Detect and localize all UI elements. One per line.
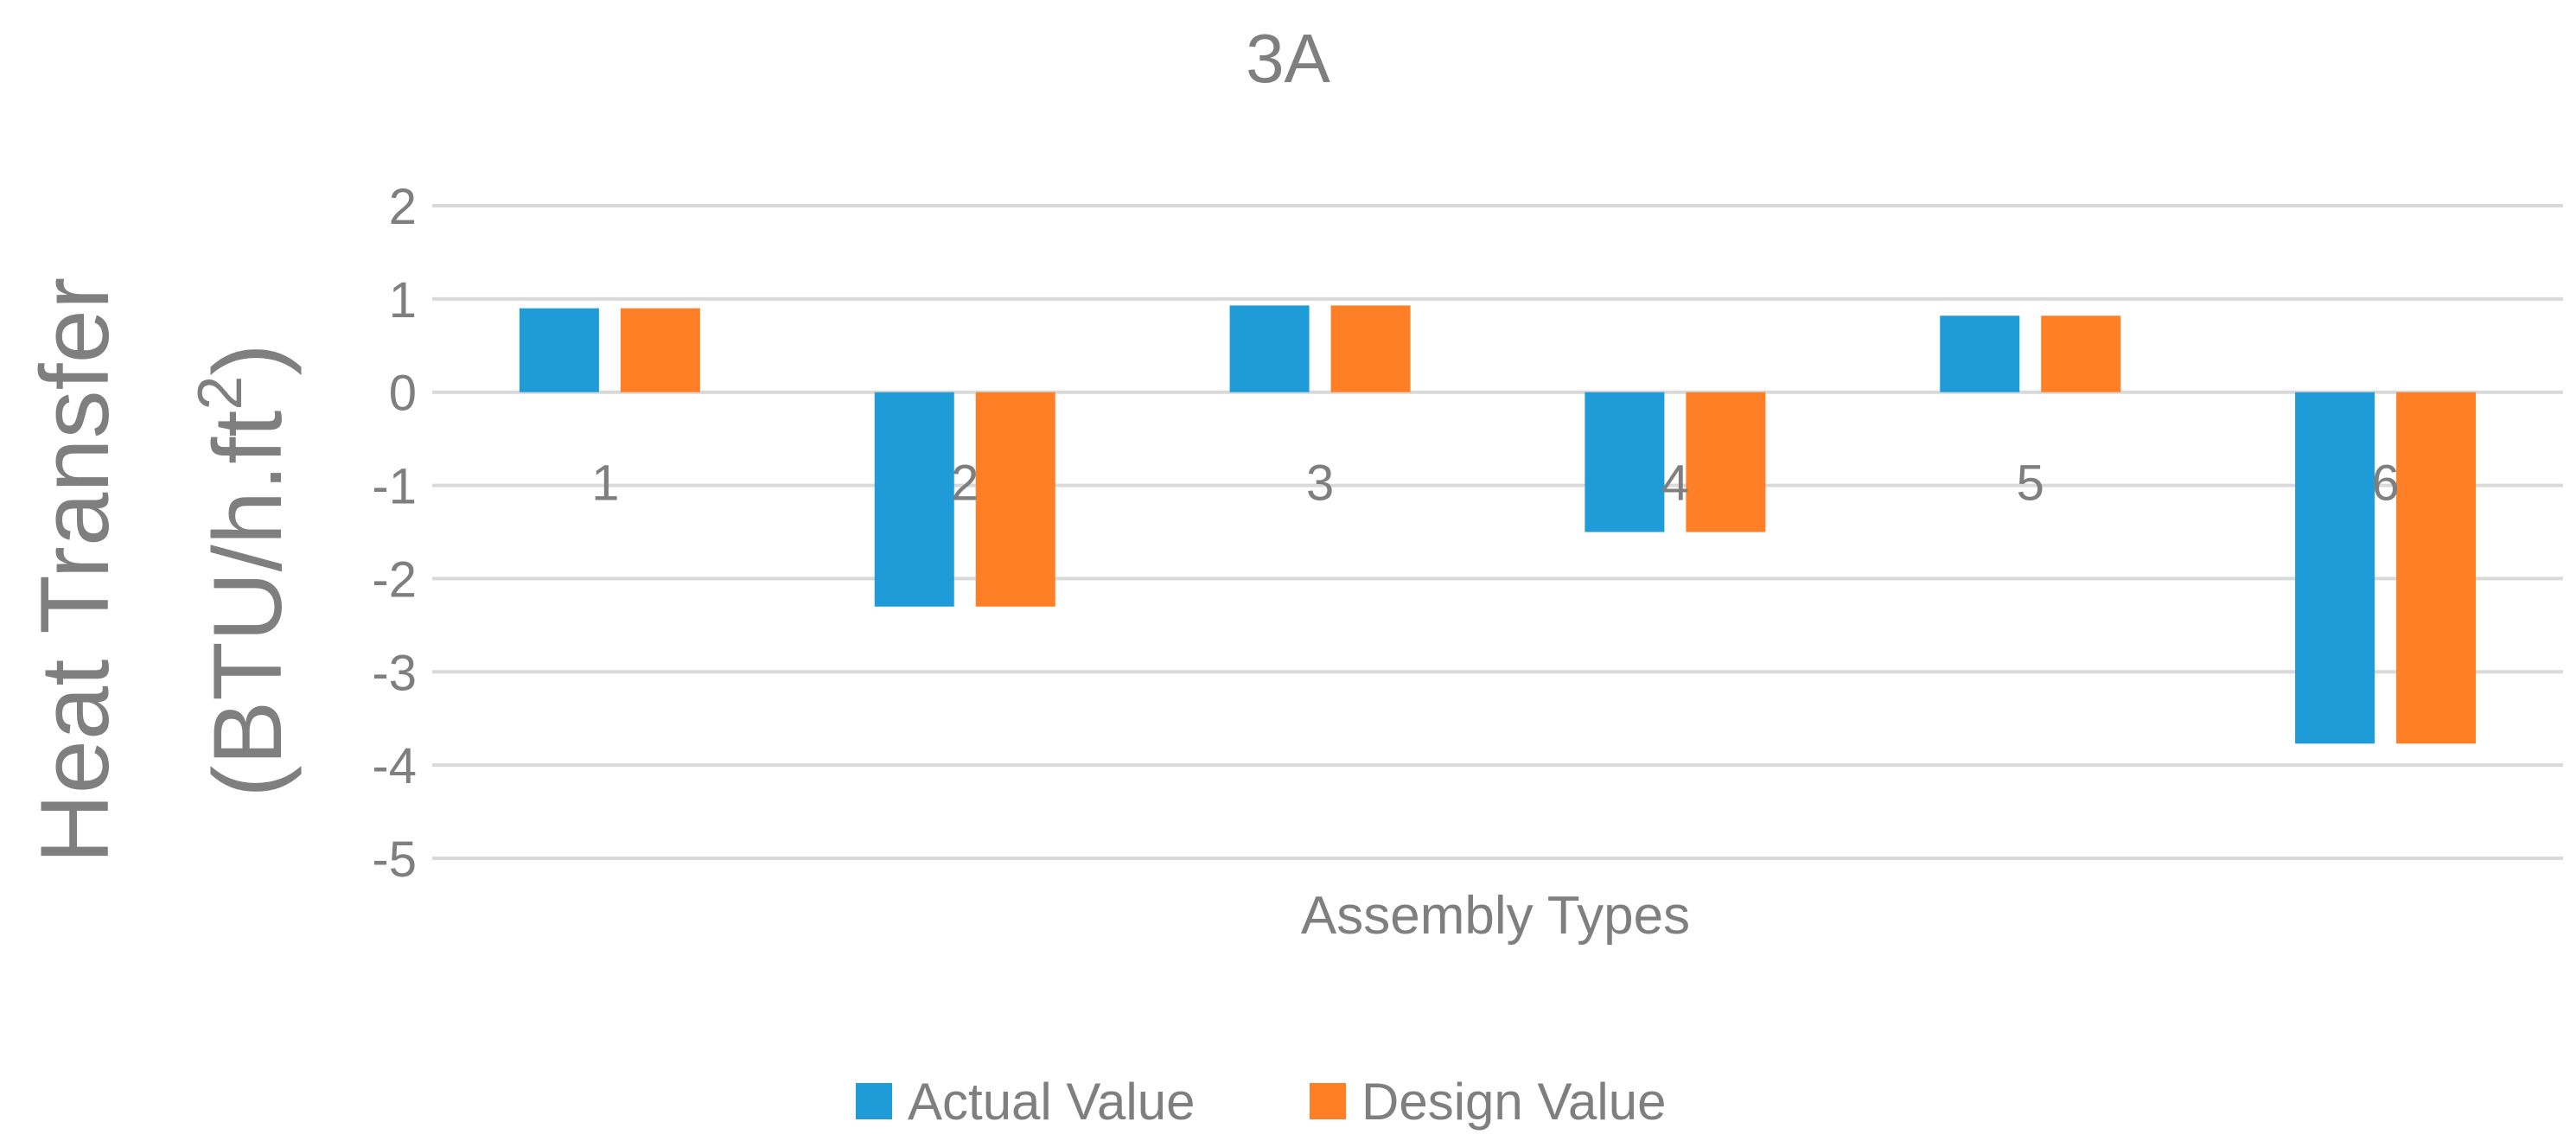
bars — [519, 305, 2477, 744]
x-tick-label: 3 — [1306, 456, 1334, 512]
bar-design-5 — [2041, 315, 2121, 392]
bar-design-3 — [1330, 305, 1411, 392]
y-axis-label-base: (BTU/h.ft — [194, 411, 302, 798]
x-axis-label: Assembly Types — [1301, 886, 1690, 946]
legend-swatch-actual — [856, 1083, 892, 1119]
legend-swatch-design — [1310, 1083, 1346, 1119]
bar-actual-3 — [1229, 305, 1310, 392]
legend-label-actual: Actual Value — [908, 1073, 1195, 1131]
legend-label-design: Design Value — [1361, 1073, 1666, 1131]
bar-actual-5 — [1940, 315, 2020, 392]
bar-actual-1 — [519, 308, 599, 392]
y-axis-label-sup: 2 — [186, 376, 255, 411]
y-tick-label: -3 — [372, 645, 417, 701]
y-axis-label-line1: Heat Transfer — [21, 277, 129, 864]
bar-design-6 — [2396, 392, 2477, 744]
bar-actual-4 — [1584, 392, 1665, 532]
y-tick-labels: 2 1 0 -1 -2 -3 -4 -5 — [372, 179, 417, 888]
y-axis-label: Heat Transfer (BTU/h.ft2) — [21, 277, 302, 864]
x-tick-labels: 1 2 3 4 5 6 — [591, 456, 2399, 512]
bar-design-2 — [975, 392, 1055, 607]
y-axis-label-end: ) — [194, 343, 302, 375]
bar-actual-2 — [874, 392, 954, 607]
x-tick-label: 5 — [2017, 456, 2044, 512]
y-tick-label: -2 — [372, 551, 417, 608]
bar-actual-6 — [2295, 392, 2375, 744]
y-tick-label: 2 — [389, 179, 417, 235]
y-tick-label: -5 — [372, 832, 417, 888]
chart-title: 3A — [1246, 20, 1330, 97]
y-axis-label-line2: (BTU/h.ft2) — [186, 343, 302, 797]
x-tick-label: 1 — [591, 456, 619, 512]
x-tick-label: 6 — [2371, 456, 2399, 512]
bar-design-1 — [620, 308, 700, 392]
y-tick-label: 0 — [389, 366, 417, 422]
x-tick-label: 2 — [951, 456, 979, 512]
y-tick-label: 1 — [389, 272, 417, 328]
y-tick-label: -1 — [372, 459, 417, 515]
y-tick-label: -4 — [372, 738, 417, 794]
legend: Actual Value Design Value — [856, 1073, 1666, 1131]
x-tick-label: 4 — [1661, 456, 1689, 512]
gridlines — [432, 204, 2563, 860]
bar-design-4 — [1686, 392, 1766, 532]
